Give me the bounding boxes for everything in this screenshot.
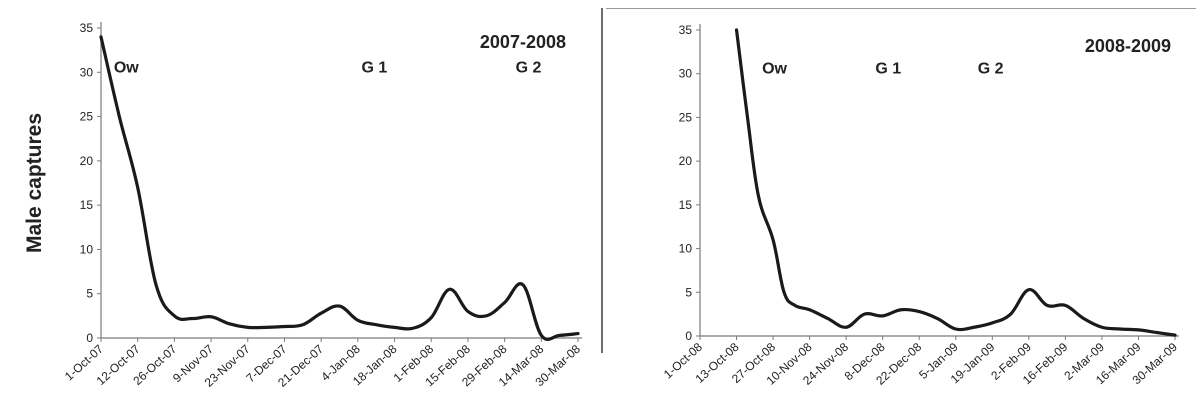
chart-svg-2008-2009: 051015202530351-Oct-0813-Oct-0827-Oct-08… [661,23,1180,388]
phase-annotation: G 1 [875,61,901,78]
y-tick-label: 15 [80,198,94,212]
y-tick-label: 25 [80,110,94,124]
phase-annotation: G 2 [516,59,542,76]
y-tick-label: 30 [679,67,693,81]
phase-annotation: G 1 [362,59,388,76]
y-tick-label: 30 [80,65,94,79]
y-tick-label: 5 [685,285,692,299]
panel-divider [601,8,603,353]
y-tick-label: 20 [679,154,693,168]
chart-panel-2008-2009: 0 5 10 15 20 25 30 35 1-Oct-08 13-Oct-08 27-Oct-08… [604,0,1200,410]
chart-title: 2007-2008 [480,32,566,52]
panel-top-border [606,8,1196,9]
phase-annotation: Ow [114,59,139,76]
y-tick-label: 35 [80,21,94,35]
phase-annotation: G 2 [978,61,1004,78]
phase-annotation: Ow [762,61,787,78]
y-tick-label: 25 [679,110,693,124]
chart-svg-2007-2008: 051015202530351-Oct-0712-Oct-0726-Oct-07… [23,21,583,390]
y-axis-title: Male captures [23,113,46,253]
chart-title: 2008-2009 [1085,36,1171,56]
y-tick-label: 35 [679,23,693,37]
chart-panel-2007-2008: 0 5 10 15 20 25 30 35 1-Oct-07 12-Oct-07 26-Oct-07… [23,21,583,390]
y-tick-label: 5 [86,287,93,301]
y-tick-label: 0 [86,331,93,345]
y-tick-label: 20 [80,154,94,168]
y-tick-label: 10 [80,242,94,256]
series-line [99,35,580,342]
y-tick-label: 10 [679,242,693,256]
series-line [734,28,1177,337]
y-tick-label: 0 [685,329,692,343]
y-tick-label: 15 [679,198,693,212]
